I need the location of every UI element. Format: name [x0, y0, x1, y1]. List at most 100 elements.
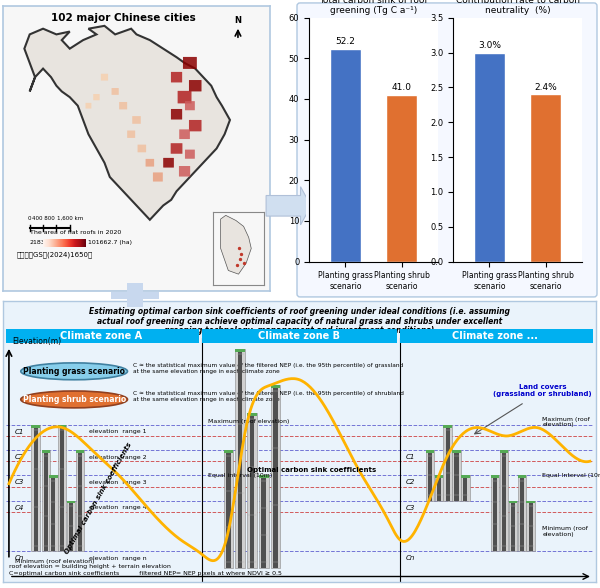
- Text: 市图号：GS京(2024)1650号: 市图号：GS京(2024)1650号: [16, 252, 92, 259]
- Text: elevation  range 2: elevation range 2: [89, 455, 146, 460]
- Bar: [235, 349, 245, 352]
- Bar: [520, 475, 524, 551]
- Bar: [509, 500, 517, 503]
- Ellipse shape: [21, 391, 127, 408]
- Bar: [250, 413, 254, 568]
- Bar: [474, 52, 505, 262]
- Bar: [529, 500, 533, 551]
- Bar: [461, 475, 470, 500]
- Bar: [493, 475, 497, 551]
- Bar: [443, 425, 452, 500]
- Bar: [446, 425, 449, 500]
- Text: elevation  range 4: elevation range 4: [89, 505, 146, 510]
- Bar: [247, 413, 257, 568]
- Bar: [530, 94, 561, 262]
- Text: Maximum (roof elevation): Maximum (roof elevation): [208, 419, 289, 425]
- Bar: [526, 500, 535, 551]
- Bar: [518, 475, 526, 478]
- Text: 1,600 km: 1,600 km: [56, 216, 83, 220]
- Bar: [49, 475, 58, 551]
- Bar: [41, 450, 50, 453]
- Text: 101662.7 (ha): 101662.7 (ha): [88, 240, 133, 245]
- FancyBboxPatch shape: [183, 57, 197, 69]
- Bar: [41, 450, 50, 551]
- Text: actual roof greening can achieve optimal capacity of natural grass and shrubs un: actual roof greening can achieve optimal…: [97, 316, 502, 326]
- Ellipse shape: [21, 363, 127, 380]
- FancyBboxPatch shape: [101, 74, 108, 81]
- Bar: [518, 475, 526, 551]
- Bar: [330, 49, 361, 262]
- Text: Land covers
(grassland or shrubland): Land covers (grassland or shrubland): [493, 385, 592, 397]
- Text: Planting shrub scenario: Planting shrub scenario: [23, 395, 126, 404]
- Text: 0: 0: [28, 216, 31, 220]
- Title: Contribution rate to carbon
neutrality  (%): Contribution rate to carbon neutrality (…: [455, 0, 580, 15]
- Text: elevation  range 3: elevation range 3: [89, 480, 146, 485]
- Bar: [34, 425, 38, 551]
- Text: C2: C2: [15, 454, 24, 460]
- Bar: [452, 450, 461, 500]
- Bar: [78, 450, 82, 551]
- Bar: [6, 329, 199, 343]
- Bar: [386, 95, 417, 262]
- Text: Optimal carbon sink coefficients: Optimal carbon sink coefficients: [247, 467, 376, 473]
- Bar: [271, 385, 280, 388]
- Text: Cn: Cn: [15, 555, 24, 561]
- Text: Cn: Cn: [406, 555, 415, 561]
- Text: 2183.8: 2183.8: [30, 240, 52, 245]
- Text: roof elevation = building height + terrain elevation: roof elevation = building height + terra…: [9, 564, 171, 569]
- Bar: [238, 349, 242, 568]
- Bar: [52, 475, 55, 551]
- Bar: [31, 425, 40, 551]
- Bar: [262, 475, 266, 568]
- Text: N: N: [235, 16, 241, 25]
- Text: Planting grass scenario: Planting grass scenario: [23, 367, 125, 376]
- Bar: [271, 385, 280, 568]
- FancyBboxPatch shape: [178, 91, 191, 103]
- Bar: [509, 500, 517, 551]
- FancyArrow shape: [266, 187, 311, 225]
- Text: C3: C3: [406, 505, 415, 510]
- FancyBboxPatch shape: [119, 102, 127, 109]
- Text: Estimating optimal carbon sink coefficients of roof greening under ideal conditi: Estimating optimal carbon sink coefficie…: [89, 307, 510, 316]
- Text: Equal interval (10m): Equal interval (10m): [208, 473, 272, 478]
- FancyBboxPatch shape: [170, 143, 182, 153]
- Text: C=optimal carbon sink coefficients          filtered NEP= NEP pixels at where ND: C=optimal carbon sink coefficients filte…: [9, 571, 282, 576]
- Text: Climate zone A: Climate zone A: [60, 331, 142, 341]
- FancyBboxPatch shape: [189, 80, 202, 91]
- Polygon shape: [221, 215, 251, 274]
- Text: Minimum (roof elevation): Minimum (roof elevation): [15, 559, 94, 563]
- FancyBboxPatch shape: [163, 158, 174, 168]
- Text: 102 major Chinese cities: 102 major Chinese cities: [51, 13, 196, 23]
- Text: Maximum (roof
elevation): Maximum (roof elevation): [542, 416, 590, 427]
- Bar: [428, 450, 432, 500]
- FancyBboxPatch shape: [179, 166, 190, 176]
- FancyBboxPatch shape: [171, 72, 182, 82]
- Text: C ≈ the statistical maximum value of the filtered NEP (i.e. the 95th percentile): C ≈ the statistical maximum value of the…: [133, 363, 404, 374]
- Bar: [235, 349, 245, 568]
- Text: C1: C1: [406, 454, 415, 460]
- Bar: [259, 475, 269, 568]
- Bar: [491, 475, 499, 551]
- Text: elevation  range 1: elevation range 1: [89, 429, 146, 435]
- FancyBboxPatch shape: [146, 159, 154, 166]
- FancyBboxPatch shape: [137, 145, 146, 152]
- Text: 400 800: 400 800: [32, 216, 55, 220]
- Text: Minimum (roof
elevation): Minimum (roof elevation): [542, 526, 589, 537]
- Point: [234, 243, 244, 253]
- Bar: [76, 450, 84, 453]
- Bar: [425, 450, 434, 453]
- Bar: [454, 450, 458, 500]
- Bar: [76, 450, 84, 551]
- Bar: [400, 329, 593, 343]
- Point: [239, 259, 248, 268]
- Text: 2.4%: 2.4%: [534, 82, 557, 92]
- Bar: [44, 450, 48, 551]
- Bar: [463, 475, 467, 500]
- Text: C ≈ the statistical maximum value of the filtered NEP (i.e. the 95th percentile): C ≈ the statistical maximum value of the…: [133, 391, 404, 402]
- FancyBboxPatch shape: [127, 131, 135, 138]
- Bar: [259, 475, 269, 478]
- Bar: [202, 329, 397, 343]
- Bar: [69, 500, 73, 551]
- Bar: [437, 475, 441, 500]
- Bar: [67, 500, 76, 551]
